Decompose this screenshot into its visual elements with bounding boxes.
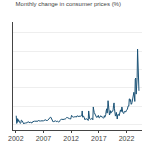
svg-text:2022: 2022 <box>119 135 135 142</box>
svg-text:2002: 2002 <box>8 135 24 142</box>
svg-text:2012: 2012 <box>63 135 79 142</box>
svg-text:2017: 2017 <box>91 135 107 142</box>
svg-text:2007: 2007 <box>36 135 52 142</box>
svg-text:Monthly change in consumer pri: Monthly change in consumer prices (%) <box>16 1 121 7</box>
